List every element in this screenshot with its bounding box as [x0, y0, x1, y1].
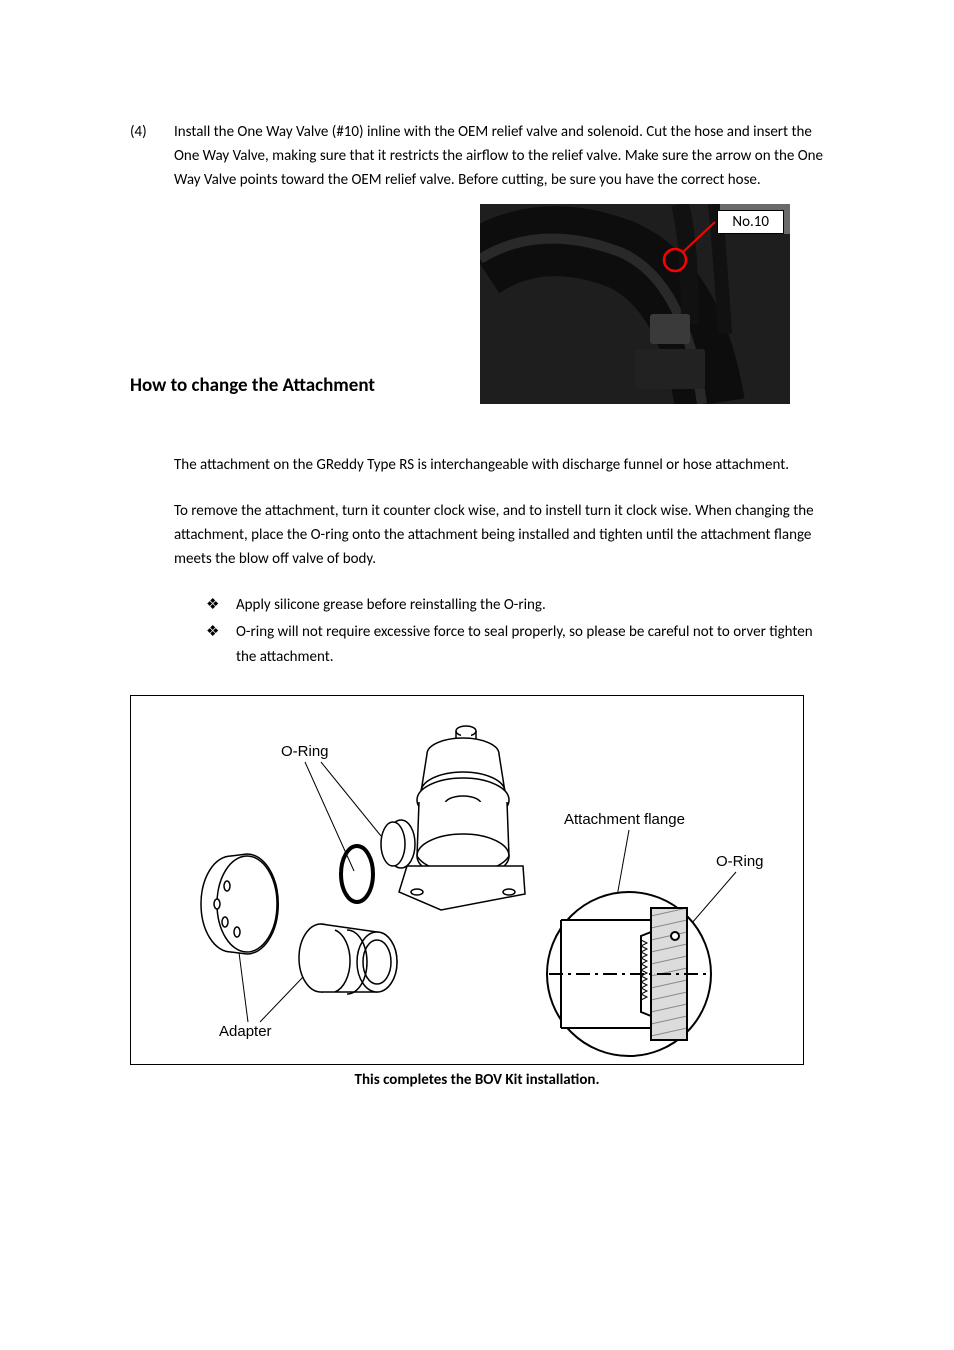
section-body: The attachment on the GReddy Type RS is …	[174, 453, 824, 571]
label-oring-left: O-Ring	[281, 743, 329, 760]
page: (4) Install the One Way Valve (#10) inli…	[0, 0, 954, 1350]
adapter-funnel	[299, 924, 397, 994]
engine-bay-photo	[480, 204, 790, 404]
section-para1: The attachment on the GReddy Type RS is …	[174, 453, 824, 477]
bullet-item: ❖ Apply silicone grease before reinstall…	[206, 593, 824, 618]
label-oring-right: O-Ring	[716, 853, 764, 870]
label-adapter: Adapter	[219, 1023, 272, 1040]
section-para2: To remove the attachment, turn it counte…	[174, 499, 824, 571]
bov-body	[381, 726, 525, 910]
bullet-item: ❖ O-ring will not require excessive forc…	[206, 620, 824, 670]
adapter-disc	[201, 854, 278, 954]
step-text: Install the One Way Valve (#10) inline w…	[174, 120, 824, 192]
bullet-text: Apply silicone grease before reinstallin…	[236, 593, 824, 618]
install-step-4: (4) Install the One Way Valve (#10) inli…	[130, 120, 824, 192]
bullet-text: O-ring will not require excessive force …	[236, 620, 824, 670]
exploded-diagram: O-Ring Attachment flange O-Ring Adapter	[130, 695, 804, 1065]
diagram-svg: O-Ring Attachment flange O-Ring Adapter	[131, 696, 803, 1064]
flange-detail	[547, 892, 711, 1056]
step-number: (4)	[130, 120, 174, 192]
photo-figure: No.10	[480, 204, 790, 404]
bullet-marker-icon: ❖	[206, 593, 236, 618]
oring-part	[341, 846, 373, 902]
bullet-marker-icon: ❖	[206, 620, 236, 670]
photo-label: No.10	[717, 210, 784, 234]
label-flange: Attachment flange	[564, 811, 685, 828]
closing-text: This completes the BOV Kit installation.	[130, 1071, 824, 1089]
bullet-list: ❖ Apply silicone grease before reinstall…	[206, 593, 824, 669]
